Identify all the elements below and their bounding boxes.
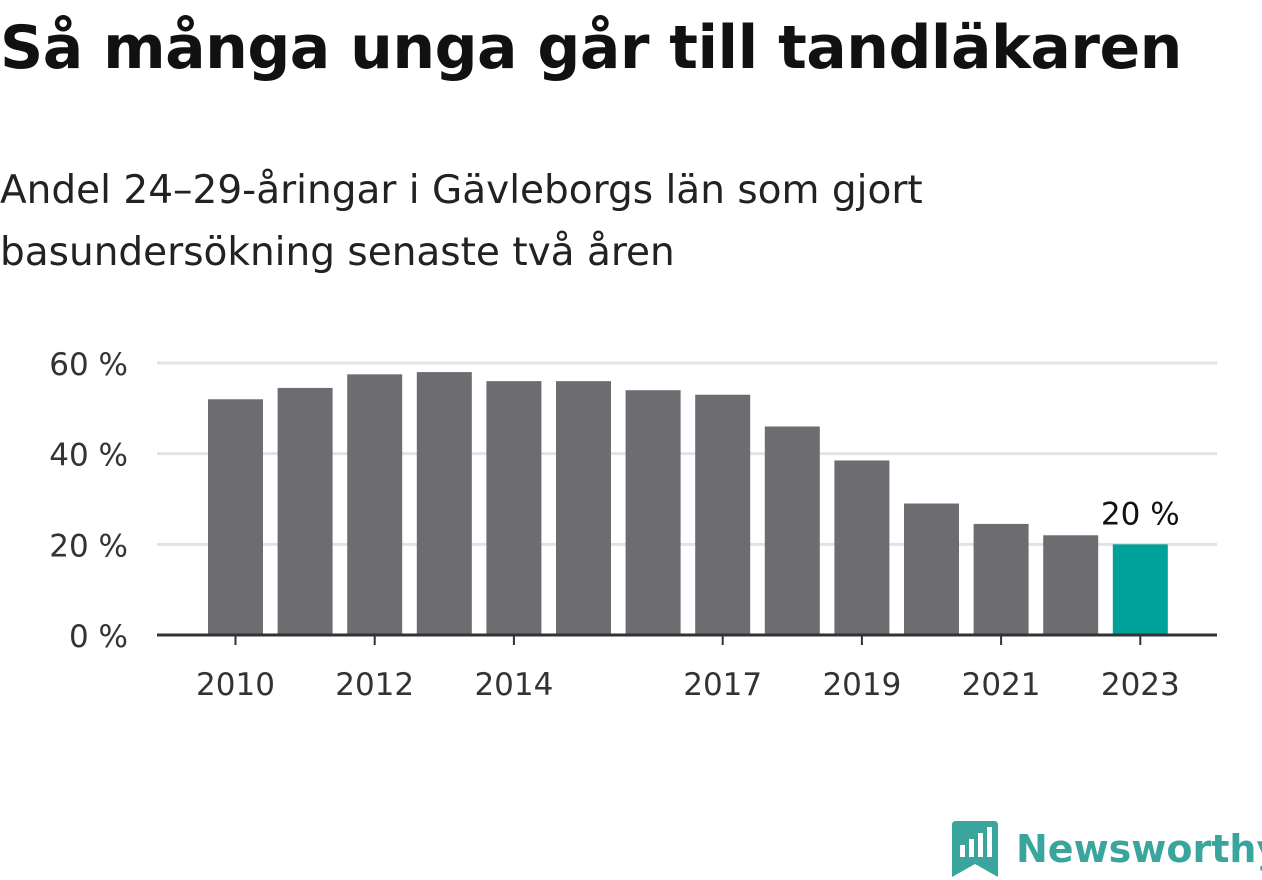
bars [208,372,1168,635]
bar-chart: 0 % 20 % 40 % 60 % 2010 2012 2014 2017 2019 2021… [49,347,1217,703]
bar [1112,544,1168,635]
x-axis-labels: 2010 2012 2014 2017 2019 2021 2023 [196,667,1180,703]
bar [347,374,403,635]
bar [834,460,890,635]
bar [695,394,751,635]
x-tick-label: 2014 [474,667,553,703]
bar [556,381,611,635]
bar [973,523,1029,635]
x-axis-ticks [234,635,1142,645]
x-tick-label: 2023 [1101,667,1180,703]
y-tick-label: 0 % [69,619,128,655]
data-label: 20 % [1101,496,1180,532]
x-tick-label: 2019 [822,667,901,703]
y-tick-label: 20 % [49,528,128,564]
x-tick-label: 2010 [196,667,275,703]
annotations: 20 % [1101,496,1180,532]
chart-title: Så många unga går till tandläkaren [0,13,1182,83]
bar [416,372,472,635]
grid-lines [157,361,1217,546]
x-tick-label: 2021 [962,667,1041,703]
chart-subtitle: Andel 24–29-åringar i Gävleborgs län som… [0,168,923,275]
y-tick-label: 60 % [49,347,128,383]
bar [1043,535,1099,635]
x-tick-label: 2012 [335,667,414,703]
bar [277,387,333,635]
brand-name: Newsworthy [1016,827,1262,871]
x-tick-label: 2017 [683,667,762,703]
bar [208,399,263,635]
chart-bookmark-icon [952,821,998,877]
y-tick-label: 40 % [49,438,128,474]
bar [625,390,681,635]
y-axis-labels: 0 % 20 % 40 % 60 % [49,347,128,655]
bar [486,381,542,635]
bar [904,503,959,635]
bar [764,426,820,635]
brand-logo: Newsworthy [950,818,1262,880]
